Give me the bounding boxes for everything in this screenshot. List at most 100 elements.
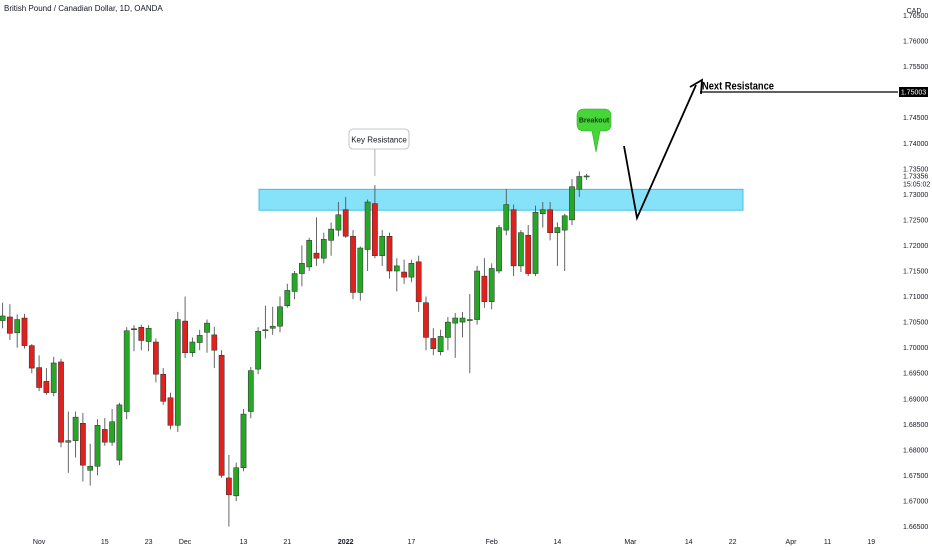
- candle-body: [576, 176, 583, 190]
- time-tick-label: Mar: [624, 539, 637, 546]
- candle-body: [174, 319, 181, 426]
- candle-body: [43, 381, 50, 393]
- candle-body: [116, 404, 123, 461]
- candle-body: [94, 425, 101, 467]
- candle-body: [226, 477, 232, 496]
- candle-body: [50, 362, 57, 393]
- candle-body: [342, 209, 349, 237]
- price-tick-label: 1.75500: [903, 64, 928, 71]
- candle-body: [539, 209, 546, 215]
- candle-body: [153, 341, 159, 375]
- candle-body: [408, 263, 415, 278]
- candle-body: [233, 467, 240, 497]
- candle-body: [189, 341, 196, 354]
- time-tick-label: 19: [867, 539, 875, 546]
- time-tick-label: 22: [729, 539, 737, 546]
- candle-body: [87, 465, 94, 471]
- candle-body: [423, 302, 429, 338]
- candle-body: [554, 227, 561, 233]
- candle-body: [255, 331, 261, 370]
- candle-body: [58, 361, 64, 443]
- breakout-label: Breakout: [579, 118, 610, 125]
- time-tick-label: 17: [408, 539, 416, 546]
- candle-body: [211, 334, 218, 351]
- candle-body: [415, 261, 422, 302]
- time-axis[interactable]: Nov 15 23 Dec 13 21 2022 17 Feb 14 Mar 14 22 Apr 11 19: [33, 539, 875, 546]
- candle-body: [474, 270, 480, 320]
- price-tick-label: 1.71000: [903, 294, 928, 301]
- candle-body: [437, 336, 444, 352]
- candle-body: [445, 321, 451, 338]
- candle-body: [518, 232, 524, 267]
- countdown-label: 15:05:02: [903, 182, 930, 189]
- time-tick-label: 21: [283, 539, 291, 546]
- time-tick-label: 23: [145, 539, 153, 546]
- time-tick-label: 15: [101, 539, 109, 546]
- candle-body: [0, 315, 6, 321]
- candle-body: [364, 201, 371, 250]
- candle-body: [459, 317, 466, 323]
- chart-title: British Pound / Canadian Dollar, 1D, OAN…: [4, 4, 163, 13]
- price-tick-label: 1.74500: [903, 115, 928, 122]
- projection-arrowhead: [689, 78, 704, 95]
- last-price-label: 1.73356: [903, 174, 928, 181]
- candle-body: [80, 423, 86, 466]
- candle-body: [466, 319, 473, 321]
- candle-body: [145, 327, 152, 342]
- candle-body: [247, 370, 254, 412]
- time-tick-label: Feb: [486, 539, 498, 546]
- price-tick-label: 1.66500: [903, 524, 928, 531]
- candle-body: [182, 320, 188, 354]
- candle-body: [547, 209, 553, 233]
- candle-body: [291, 273, 298, 292]
- candle-body: [561, 215, 568, 231]
- candle-body: [372, 203, 378, 256]
- price-tick-label: 1.72500: [903, 217, 928, 224]
- candle-body: [7, 316, 13, 334]
- price-tick-label: 1.68000: [903, 447, 928, 454]
- candle-body: [65, 440, 72, 443]
- key-resistance-label-box: [348, 128, 410, 150]
- candles-layer: [0, 171, 590, 527]
- price-tick-label: 1.76500: [903, 13, 928, 20]
- candle-body: [262, 329, 269, 332]
- candle-body: [335, 214, 342, 231]
- candle-body: [503, 204, 510, 231]
- candle-body: [452, 317, 459, 324]
- price-tick-label: 1.67500: [903, 473, 928, 480]
- candle-body: [386, 236, 393, 272]
- candle-body: [123, 330, 130, 412]
- price-tick-label: 1.68500: [903, 422, 928, 429]
- time-tick-label: 11: [824, 539, 831, 546]
- next-resistance-label: Next Resistance: [702, 80, 774, 92]
- candle-body: [284, 290, 291, 306]
- resistance-zone: [258, 188, 744, 211]
- currency-label: CAD: [907, 8, 922, 15]
- time-tick-label: 14: [554, 539, 562, 546]
- candle-body: [218, 355, 225, 476]
- candle-body: [160, 373, 167, 402]
- candle-body: [21, 317, 28, 346]
- candle-body: [328, 228, 334, 241]
- price-tick-label: 1.69000: [903, 396, 928, 403]
- time-tick-label: Apr: [786, 539, 798, 546]
- candle-body: [101, 429, 108, 443]
- time-tick-label: Nov: [33, 539, 46, 546]
- drawings-layer: Key Resistance Breakout Next Resistance: [348, 78, 898, 222]
- candle-body: [240, 413, 247, 468]
- candle-body: [393, 265, 400, 272]
- candle-body: [320, 239, 327, 259]
- candle-body: [488, 268, 495, 302]
- candle-body: [269, 325, 276, 329]
- key-resistance-label: Key Resistance: [351, 136, 407, 145]
- price-tick-label: 1.67000: [903, 498, 928, 505]
- candle-body: [72, 416, 79, 441]
- candle-body: [36, 367, 42, 388]
- breakout-callout: [576, 108, 612, 153]
- price-line-tag-label: 1.75003: [901, 89, 926, 96]
- candle-body: [430, 338, 437, 349]
- price-tick-label: 1.73000: [903, 192, 928, 199]
- candle-body: [109, 421, 115, 443]
